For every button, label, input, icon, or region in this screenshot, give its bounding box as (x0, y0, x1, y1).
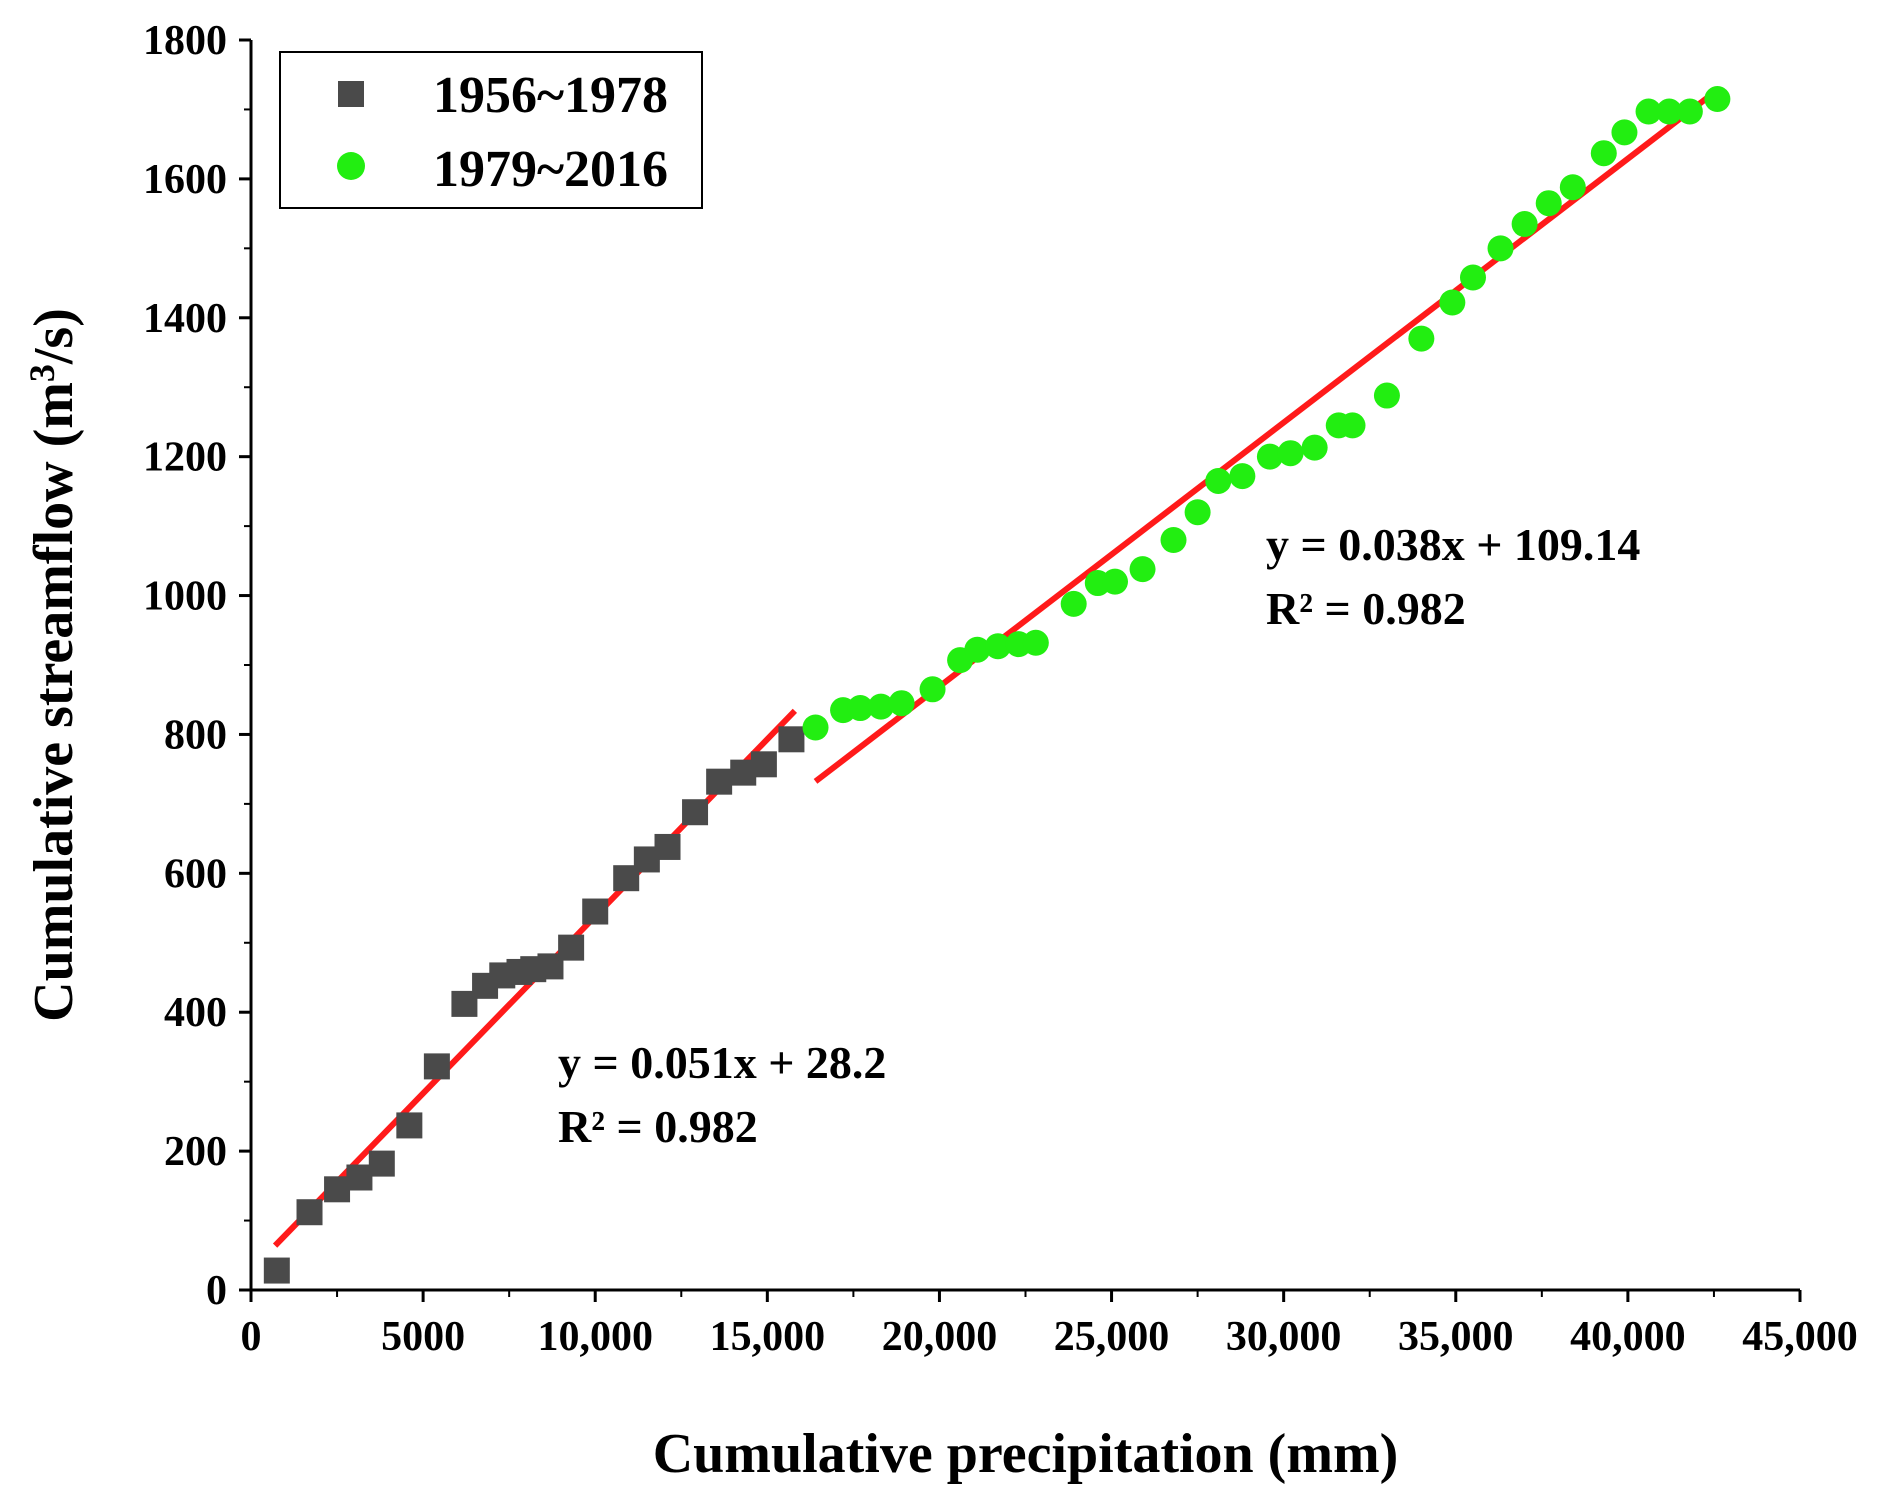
data-point-circle (1535, 190, 1562, 217)
fit-r2-1979-2016: R² = 0.982 (1266, 583, 1466, 634)
data-point-circle (1704, 86, 1731, 113)
data-point-circle (1408, 325, 1435, 352)
data-point-circle (1559, 174, 1586, 201)
y-axis-title-end: /s) (23, 308, 85, 365)
y-tick-label: 800 (164, 712, 227, 758)
data-point-circle (802, 714, 829, 741)
legend-circle-marker (337, 152, 365, 180)
x-tick-label: 5000 (381, 1314, 465, 1360)
legend: 1956~1978 1979~2016 (279, 51, 703, 209)
data-point-square (558, 934, 585, 961)
data-point-square (682, 799, 709, 826)
data-point-circle (1160, 527, 1187, 553)
legend-label-1979-2016: 1979~2016 (433, 141, 668, 198)
x-tick-label: 40,000 (1570, 1314, 1686, 1360)
annotations: y = 0.051x + 28.2 R² = 0.982 y = 0.038x … (558, 519, 1640, 1152)
data-point-circle (1022, 629, 1049, 656)
y-tick-label: 1800 (143, 18, 227, 64)
data-point-circle (919, 676, 946, 703)
data-points-group (263, 86, 1731, 1284)
data-point-square (368, 1150, 395, 1177)
data-point-circle (1301, 434, 1328, 461)
data-point-circle (1511, 211, 1538, 238)
data-point-square (324, 1176, 351, 1203)
data-point-circle (1339, 412, 1366, 439)
y-tick-label: 1600 (143, 157, 227, 203)
y-tick-label: 400 (164, 990, 227, 1036)
data-point-circle (1439, 289, 1466, 316)
data-point-circle (1656, 98, 1683, 125)
data-point-square (778, 726, 805, 753)
fit-r2-1956-1978: R² = 0.982 (558, 1101, 758, 1152)
fit-lines-group (272, 87, 1720, 1248)
x-tick-label: 35,000 (1398, 1314, 1514, 1360)
axes-group (249, 40, 1800, 1292)
y-tick-label: 1400 (143, 296, 227, 342)
data-point-circle (1611, 119, 1638, 146)
x-tick-label: 25,000 (1054, 1314, 1170, 1360)
x-axis-title: Cumulative precipitation (mm) (653, 1423, 1399, 1485)
data-point-circle (1060, 590, 1087, 617)
data-point-circle (964, 636, 991, 663)
data-point-square (750, 751, 777, 778)
fit-equation-1956-1978: y = 0.051x + 28.2 (558, 1037, 886, 1088)
y-tick-label: 1200 (143, 435, 227, 481)
data-point-circle (1459, 264, 1486, 291)
data-point-circle (1184, 499, 1211, 526)
legend-label-1956-1978: 1956~1978 (433, 67, 668, 124)
data-point-circle (1487, 235, 1514, 262)
data-point-circle (1373, 382, 1400, 409)
y-axis-title: Cumulative streamflow (m3/s) (22, 308, 85, 1022)
data-point-circle (1129, 556, 1156, 583)
data-point-square (654, 833, 681, 860)
data-point-square (706, 768, 733, 795)
x-tick-label: 10,000 (537, 1314, 653, 1360)
x-tick-label: 20,000 (882, 1314, 998, 1360)
x-tick-label: 45,000 (1742, 1314, 1858, 1360)
data-point-square (582, 898, 609, 925)
y-tick-label: 0 (206, 1268, 227, 1314)
data-point-circle (1256, 443, 1283, 470)
x-tick-label: 0 (241, 1314, 262, 1360)
data-point-square (423, 1053, 450, 1080)
x-tick-label: 15,000 (710, 1314, 826, 1360)
y-tick-label: 1000 (143, 574, 227, 620)
data-point-square (263, 1257, 290, 1284)
data-point-circle (984, 633, 1011, 660)
data-point-square (396, 1112, 423, 1139)
data-point-circle (847, 695, 874, 722)
ticks-group: 0 5000 10,000 15,000 20,000 25,000 30,000 35,00… (143, 18, 1858, 1360)
data-point-circle (1101, 568, 1128, 595)
data-point-circle (1590, 140, 1617, 167)
x-tick-label: 30,000 (1226, 1314, 1342, 1360)
legend-square-marker (338, 81, 364, 107)
data-point-circle (1205, 467, 1232, 494)
data-point-circle (1277, 440, 1304, 467)
data-point-circle (888, 690, 915, 717)
fit-equation-1979-2016: y = 0.038x + 109.14 (1266, 519, 1640, 570)
y-tick-label: 200 (164, 1129, 227, 1175)
y-tick-label: 600 (164, 851, 227, 897)
data-point-circle (1676, 98, 1703, 125)
y-axis-title-superscript: 3 (22, 364, 62, 382)
data-point-circle (867, 693, 894, 720)
data-point-square (296, 1199, 323, 1226)
data-point-circle (1635, 98, 1662, 125)
y-axis-title-main: Cumulative streamflow (m (23, 382, 85, 1022)
data-point-square (346, 1164, 373, 1191)
legend-box (279, 51, 703, 209)
data-point-circle (1229, 463, 1256, 490)
